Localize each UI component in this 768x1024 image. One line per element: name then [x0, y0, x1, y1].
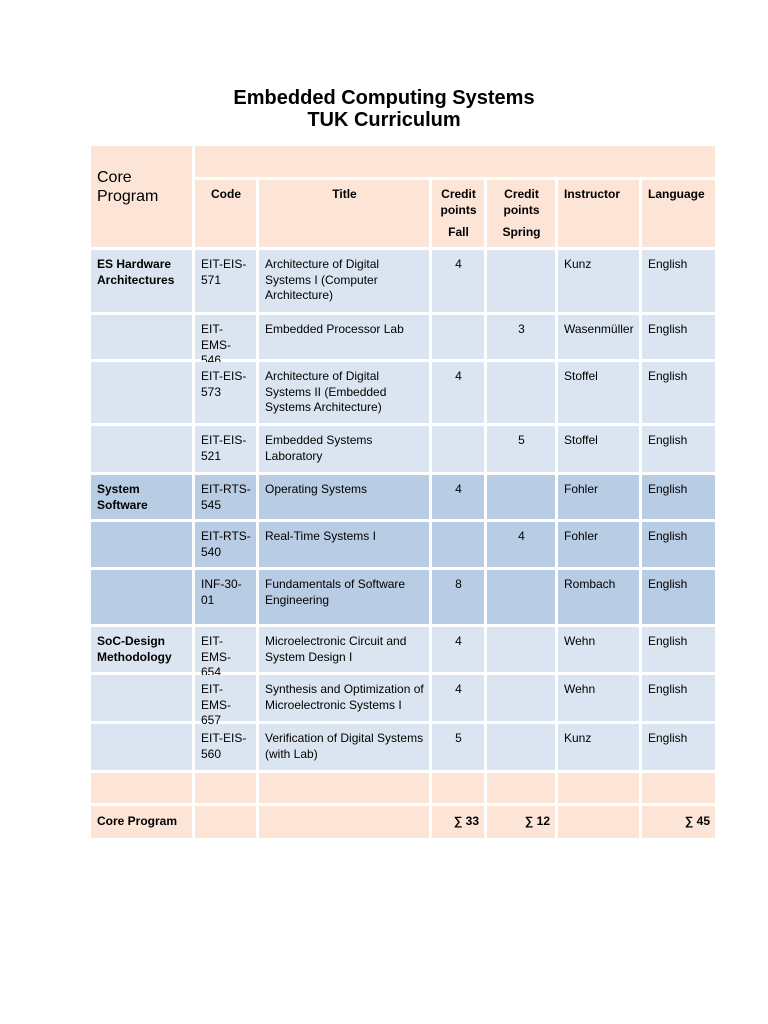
cell-instructor: Fohler — [558, 475, 639, 519]
header-band — [195, 146, 715, 177]
cell-group — [91, 675, 192, 721]
cell-instructor: Wasenmüller — [558, 315, 639, 359]
cell-spring — [487, 250, 555, 312]
cell-language: English — [642, 315, 715, 359]
cell-spring — [487, 724, 555, 770]
cell-language: English — [642, 570, 715, 624]
cell-language: English — [642, 675, 715, 721]
cell-instructor: Fohler — [558, 522, 639, 567]
empty-cell — [259, 806, 429, 838]
cell-instructor: Kunz — [558, 724, 639, 770]
cell-language: English — [642, 724, 715, 770]
cell-language: English — [642, 250, 715, 312]
cell-instructor: Rombach — [558, 570, 639, 624]
header-fall-label: Fall — [448, 225, 469, 239]
header-credits-label: Credit points — [440, 187, 477, 217]
cell-fall: 4 — [432, 627, 484, 672]
cell-code: EIT-RTS-545 — [195, 475, 256, 519]
header-title: Title — [259, 180, 429, 247]
cell-title: Fundamentals of Software Engineering — [259, 570, 429, 624]
cell-spring — [487, 362, 555, 423]
document-subtitle: TUK Curriculum — [307, 109, 461, 131]
cell-group: ES Hardware Architectures — [91, 250, 192, 312]
cell-instructor: Stoffel — [558, 426, 639, 472]
document-title: Embedded Computing Systems — [233, 87, 535, 109]
total-sum: ∑ 45 — [642, 806, 715, 838]
cell-group: System Software — [91, 475, 192, 519]
cell-title: Embedded Systems Laboratory — [259, 426, 429, 472]
cell-title: Operating Systems — [259, 475, 429, 519]
cell-code: EIT-EMS-657 — [195, 675, 256, 727]
header-spring-label: Spring — [502, 225, 541, 239]
cell-title: Architecture of Digital Systems II (Embe… — [259, 362, 429, 423]
cell-code: EIT-EMS-546 — [195, 315, 256, 367]
header-credits-spring: Credit points Spring — [487, 180, 555, 247]
cell-spring: 3 — [487, 315, 555, 359]
cell-language: English — [642, 426, 715, 472]
cell-title: Real-Time Systems I — [259, 522, 429, 567]
cell-code: EIT-EIS-573 — [195, 362, 256, 423]
cell-instructor: Stoffel — [558, 362, 639, 423]
cell-fall: 4 — [432, 362, 484, 423]
cell-group — [91, 426, 192, 472]
cell-title: Architecture of Digital Systems I (Compu… — [259, 250, 429, 312]
curriculum-table: Core Program Code Title Credit points Fa… — [91, 146, 715, 838]
total-spring: ∑ 12 — [487, 806, 555, 838]
cell-group — [91, 570, 192, 624]
header-core-program: Core Program — [91, 146, 192, 247]
cell-spring: 5 — [487, 426, 555, 472]
empty-cell — [642, 773, 715, 803]
empty-cell — [195, 806, 256, 838]
header-instructor: Instructor — [558, 180, 639, 247]
cell-code: EIT-EIS-560 — [195, 724, 256, 770]
cell-fall: 4 — [432, 250, 484, 312]
cell-fall — [432, 315, 484, 359]
cell-group — [91, 522, 192, 567]
cell-group — [91, 724, 192, 770]
cell-instructor: Wehn — [558, 675, 639, 721]
cell-fall: 8 — [432, 570, 484, 624]
cell-fall — [432, 426, 484, 472]
cell-group — [91, 362, 192, 423]
cell-group — [91, 315, 192, 359]
cell-fall: 4 — [432, 475, 484, 519]
cell-code: INF-30-01 — [195, 570, 256, 624]
total-label: Core Program — [91, 806, 192, 838]
cell-fall: 5 — [432, 724, 484, 770]
cell-title: Embedded Processor Lab — [259, 315, 429, 359]
cell-spring: 4 — [487, 522, 555, 567]
cell-code: EIT-EMS-654 — [195, 627, 256, 679]
cell-spring — [487, 475, 555, 519]
empty-cell — [432, 773, 484, 803]
cell-spring — [487, 627, 555, 672]
header-credits-label: Credit points — [503, 187, 540, 217]
cell-language: English — [642, 522, 715, 567]
empty-cell — [558, 806, 639, 838]
header-credits-fall: Credit points Fall — [432, 180, 484, 247]
cell-title: Verification of Digital Systems (with La… — [259, 724, 429, 770]
cell-language: English — [642, 627, 715, 672]
cell-fall — [432, 522, 484, 567]
header-language: Language — [642, 180, 715, 247]
cell-code: EIT-EIS-571 — [195, 250, 256, 312]
cell-instructor: Wehn — [558, 627, 639, 672]
empty-cell — [91, 773, 192, 803]
cell-title: Synthesis and Optimization of Microelect… — [259, 675, 429, 721]
cell-spring — [487, 675, 555, 721]
empty-cell — [195, 773, 256, 803]
cell-spring — [487, 570, 555, 624]
cell-language: English — [642, 475, 715, 519]
cell-code: EIT-EIS-521 — [195, 426, 256, 472]
cell-title: Microelectronic Circuit and System Desig… — [259, 627, 429, 672]
empty-cell — [558, 773, 639, 803]
empty-cell — [259, 773, 429, 803]
cell-fall: 4 — [432, 675, 484, 721]
total-fall: ∑ 33 — [432, 806, 484, 838]
empty-cell — [487, 773, 555, 803]
header-code: Code — [195, 180, 256, 247]
cell-code: EIT-RTS-540 — [195, 522, 256, 567]
cell-group: SoC-Design Methodology — [91, 627, 192, 672]
cell-instructor: Kunz — [558, 250, 639, 312]
cell-language: English — [642, 362, 715, 423]
